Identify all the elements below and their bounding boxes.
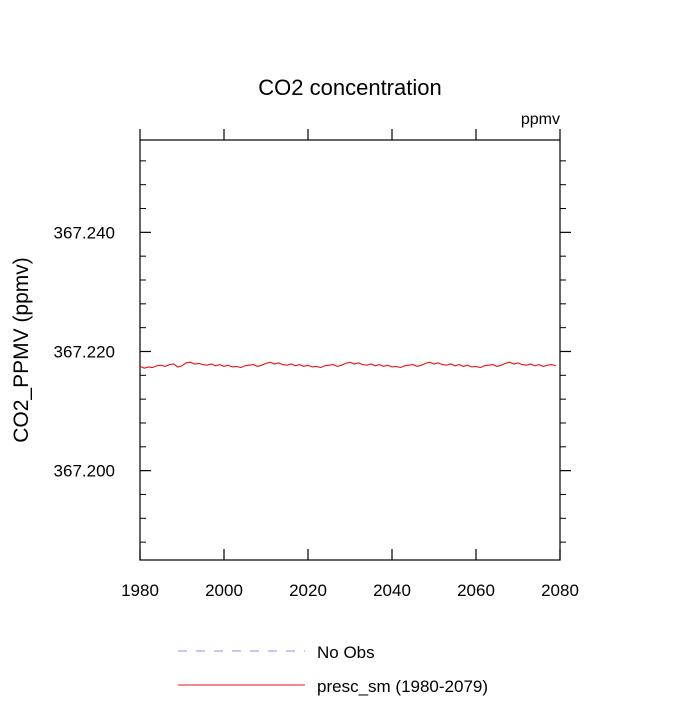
plot-frame xyxy=(139,139,561,561)
x-tick-label: 2040 xyxy=(373,581,411,600)
legend-label-presc-sm: presc_sm (1980-2079) xyxy=(317,677,488,696)
tick-labels: 1980 2000 2020 2040 2060 2080 367.200 367.220 36… xyxy=(54,223,579,600)
units-label: ppmv xyxy=(521,111,560,128)
y-tick-label: 367.200 xyxy=(54,462,115,481)
y-tick-label: 367.240 xyxy=(54,223,115,242)
y-tick-label: 367.220 xyxy=(54,342,115,361)
series-line-presc-sm xyxy=(139,361,556,369)
series-layer xyxy=(139,361,556,369)
chart-title: CO2 concentration xyxy=(258,75,441,100)
y-axis-label: CO2_PPMV (ppmv) xyxy=(10,257,33,443)
minor-ticks xyxy=(140,160,566,543)
x-tick-label: 1980 xyxy=(121,581,159,600)
x-tick-label: 2000 xyxy=(205,581,243,600)
legend-label-no-obs: No Obs xyxy=(317,643,375,662)
legend: No Obs presc_sm (1980-2079) xyxy=(178,643,488,696)
x-tick-label: 2020 xyxy=(289,581,327,600)
x-tick-label: 2060 xyxy=(457,581,495,600)
major-ticks xyxy=(139,129,571,560)
plot-area: 1980 2000 2020 2040 2060 2080 367.200 367.220 36… xyxy=(54,129,579,600)
x-tick-label: 2080 xyxy=(541,581,579,600)
